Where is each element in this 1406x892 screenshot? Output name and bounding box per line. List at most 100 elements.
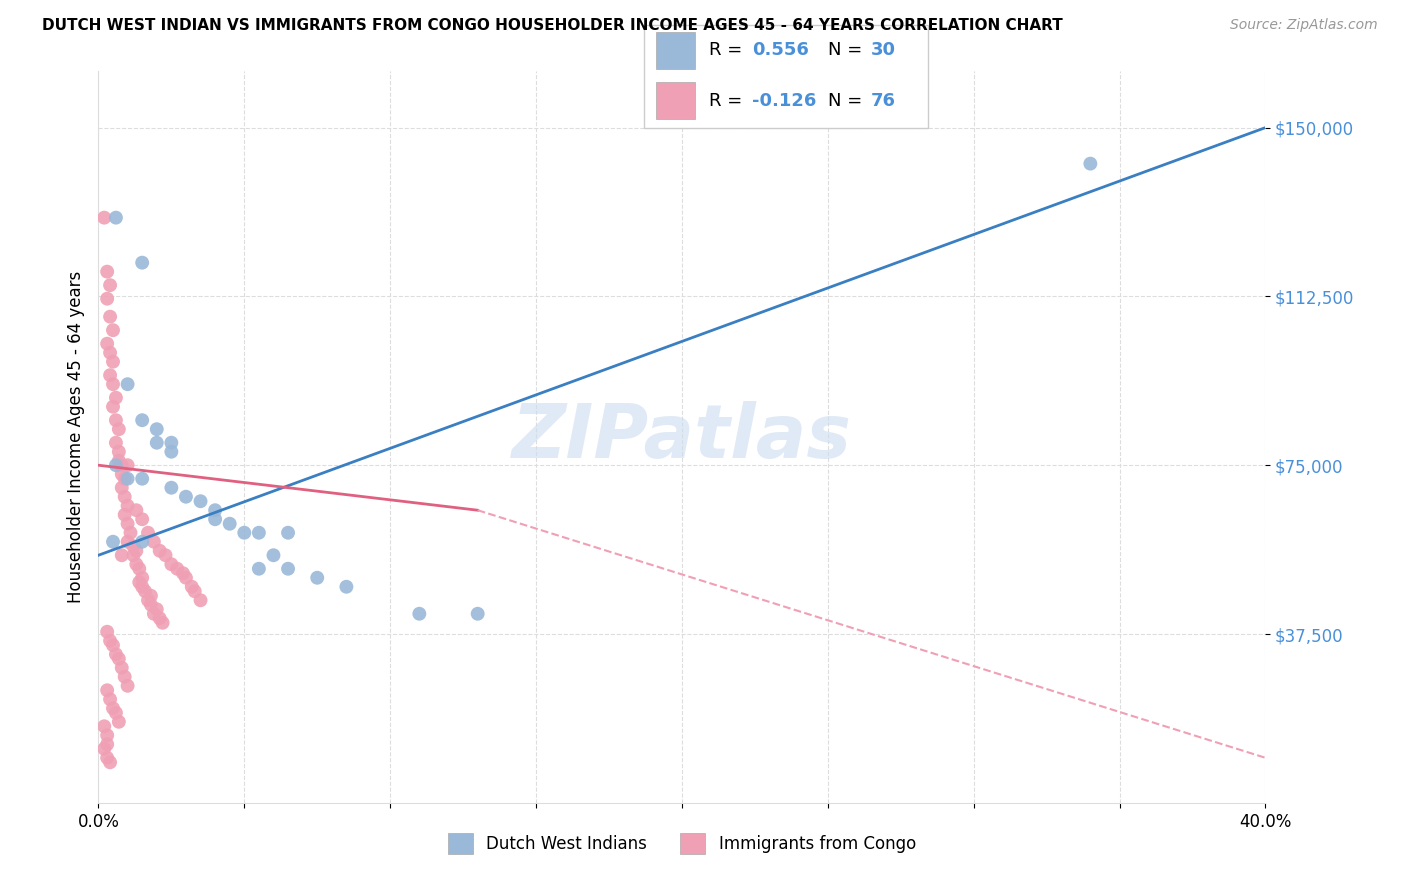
Point bbox=[101, 354, 124, 368]
Point bbox=[136, 593, 159, 607]
Point bbox=[125, 558, 148, 572]
Text: Source: ZipAtlas.com: Source: ZipAtlas.com bbox=[1230, 18, 1378, 32]
Point bbox=[204, 503, 226, 517]
Point bbox=[142, 607, 165, 621]
Text: DUTCH WEST INDIAN VS IMMIGRANTS FROM CONGO HOUSEHOLDER INCOME AGES 45 - 64 YEARS: DUTCH WEST INDIAN VS IMMIGRANTS FROM CON… bbox=[42, 18, 1063, 33]
Point bbox=[101, 638, 124, 652]
Point bbox=[125, 503, 148, 517]
Point bbox=[125, 543, 148, 558]
Point bbox=[96, 336, 118, 351]
Point bbox=[114, 490, 136, 504]
Point bbox=[131, 472, 153, 486]
Point bbox=[134, 584, 156, 599]
Point bbox=[408, 607, 430, 621]
Point bbox=[111, 481, 134, 495]
Point bbox=[93, 719, 115, 733]
Point bbox=[114, 472, 136, 486]
Point bbox=[277, 562, 299, 576]
Y-axis label: Householder Income Ages 45 - 64 years: Householder Income Ages 45 - 64 years bbox=[66, 271, 84, 603]
Point bbox=[96, 751, 118, 765]
Text: N =: N = bbox=[828, 92, 863, 110]
Point bbox=[111, 661, 134, 675]
Point bbox=[96, 737, 118, 751]
Point bbox=[101, 701, 124, 715]
Text: -0.126: -0.126 bbox=[752, 92, 817, 110]
Text: R =: R = bbox=[710, 41, 742, 60]
Point bbox=[108, 714, 131, 729]
Point bbox=[101, 400, 124, 414]
Point bbox=[98, 692, 121, 706]
Point bbox=[1080, 156, 1102, 170]
Text: ZIPatlas: ZIPatlas bbox=[512, 401, 852, 474]
Point bbox=[142, 534, 165, 549]
Point bbox=[180, 580, 202, 594]
Point bbox=[160, 444, 183, 458]
Point bbox=[218, 516, 240, 531]
Point bbox=[101, 323, 124, 337]
Point bbox=[98, 310, 121, 324]
Point bbox=[114, 508, 136, 522]
Point bbox=[233, 525, 256, 540]
Point bbox=[98, 345, 121, 359]
Point bbox=[183, 584, 205, 599]
Point bbox=[131, 534, 153, 549]
Point bbox=[160, 481, 183, 495]
Point bbox=[98, 633, 121, 648]
Point bbox=[128, 575, 150, 590]
Point bbox=[117, 534, 139, 549]
Point bbox=[122, 548, 145, 562]
FancyBboxPatch shape bbox=[644, 25, 928, 128]
Point bbox=[174, 490, 197, 504]
Point bbox=[139, 589, 162, 603]
Point bbox=[96, 624, 118, 639]
Point bbox=[98, 368, 121, 383]
Point bbox=[262, 548, 284, 562]
Point bbox=[277, 525, 299, 540]
Point bbox=[131, 255, 153, 269]
Point bbox=[149, 611, 172, 625]
Point bbox=[117, 377, 139, 392]
Point bbox=[108, 422, 131, 436]
Point bbox=[108, 444, 131, 458]
Text: R =: R = bbox=[710, 92, 742, 110]
Legend: Dutch West Indians, Immigrants from Congo: Dutch West Indians, Immigrants from Cong… bbox=[441, 827, 922, 860]
Text: 30: 30 bbox=[870, 41, 896, 60]
Point bbox=[166, 562, 188, 576]
Point bbox=[128, 562, 150, 576]
Point bbox=[96, 265, 118, 279]
Point bbox=[108, 652, 131, 666]
Point bbox=[136, 525, 159, 540]
Point bbox=[111, 548, 134, 562]
Point bbox=[120, 525, 142, 540]
Text: N =: N = bbox=[828, 41, 863, 60]
Point bbox=[117, 499, 139, 513]
Point bbox=[174, 571, 197, 585]
Point bbox=[190, 593, 212, 607]
Point bbox=[172, 566, 194, 581]
Point bbox=[467, 607, 489, 621]
Point bbox=[155, 548, 177, 562]
Point bbox=[104, 647, 127, 661]
Point bbox=[96, 683, 118, 698]
Point bbox=[96, 292, 118, 306]
Point bbox=[117, 679, 139, 693]
Bar bbox=[655, 32, 696, 69]
Point bbox=[101, 377, 124, 392]
Point bbox=[101, 534, 124, 549]
Point bbox=[122, 539, 145, 553]
Point bbox=[146, 602, 169, 616]
Point bbox=[247, 562, 270, 576]
Point bbox=[98, 756, 121, 770]
Point bbox=[146, 422, 169, 436]
Point bbox=[160, 435, 183, 450]
Point bbox=[247, 525, 270, 540]
Text: 0.556: 0.556 bbox=[752, 41, 808, 60]
Point bbox=[104, 706, 127, 720]
Point bbox=[104, 413, 127, 427]
Text: 76: 76 bbox=[870, 92, 896, 110]
Point bbox=[131, 571, 153, 585]
Point bbox=[131, 413, 153, 427]
Point bbox=[149, 543, 172, 558]
Point bbox=[111, 458, 134, 473]
Point bbox=[111, 467, 134, 482]
